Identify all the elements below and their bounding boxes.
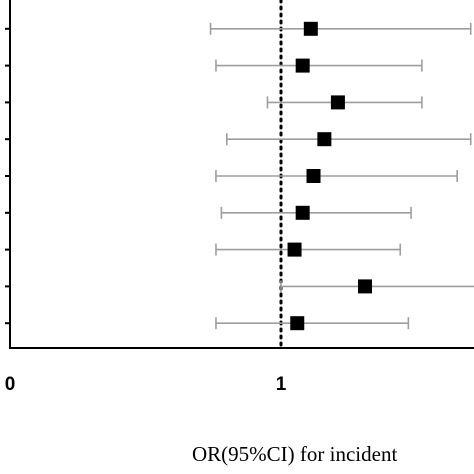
point-estimate-5 <box>306 169 321 183</box>
ci-row-4 <box>226 132 472 147</box>
point-estimate-1 <box>303 21 318 36</box>
point-estimate-6 <box>295 205 310 220</box>
x-tick-label-1: 1 <box>276 374 287 395</box>
point-estimate-3 <box>330 95 345 110</box>
ci-row-2 <box>215 58 423 73</box>
ci-row-6 <box>220 205 412 220</box>
point-estimate-9 <box>290 316 305 331</box>
x-axis-title: OR(95%CI) for incident <box>192 442 397 466</box>
data-points <box>209 21 474 331</box>
point-estimate-4 <box>317 132 332 147</box>
ci-row-7 <box>215 242 402 257</box>
ci-row-1 <box>209 21 472 36</box>
ci-row-3 <box>266 95 423 110</box>
ci-row-9 <box>215 316 410 331</box>
y-axis-ticks <box>5 27 10 325</box>
point-estimate-7 <box>287 242 302 257</box>
point-estimate-8 <box>358 279 373 294</box>
ci-row-5 <box>215 169 458 183</box>
point-estimate-2 <box>295 58 310 73</box>
x-tick-label-0: 0 <box>5 374 16 395</box>
ci-row-8 <box>280 279 474 294</box>
